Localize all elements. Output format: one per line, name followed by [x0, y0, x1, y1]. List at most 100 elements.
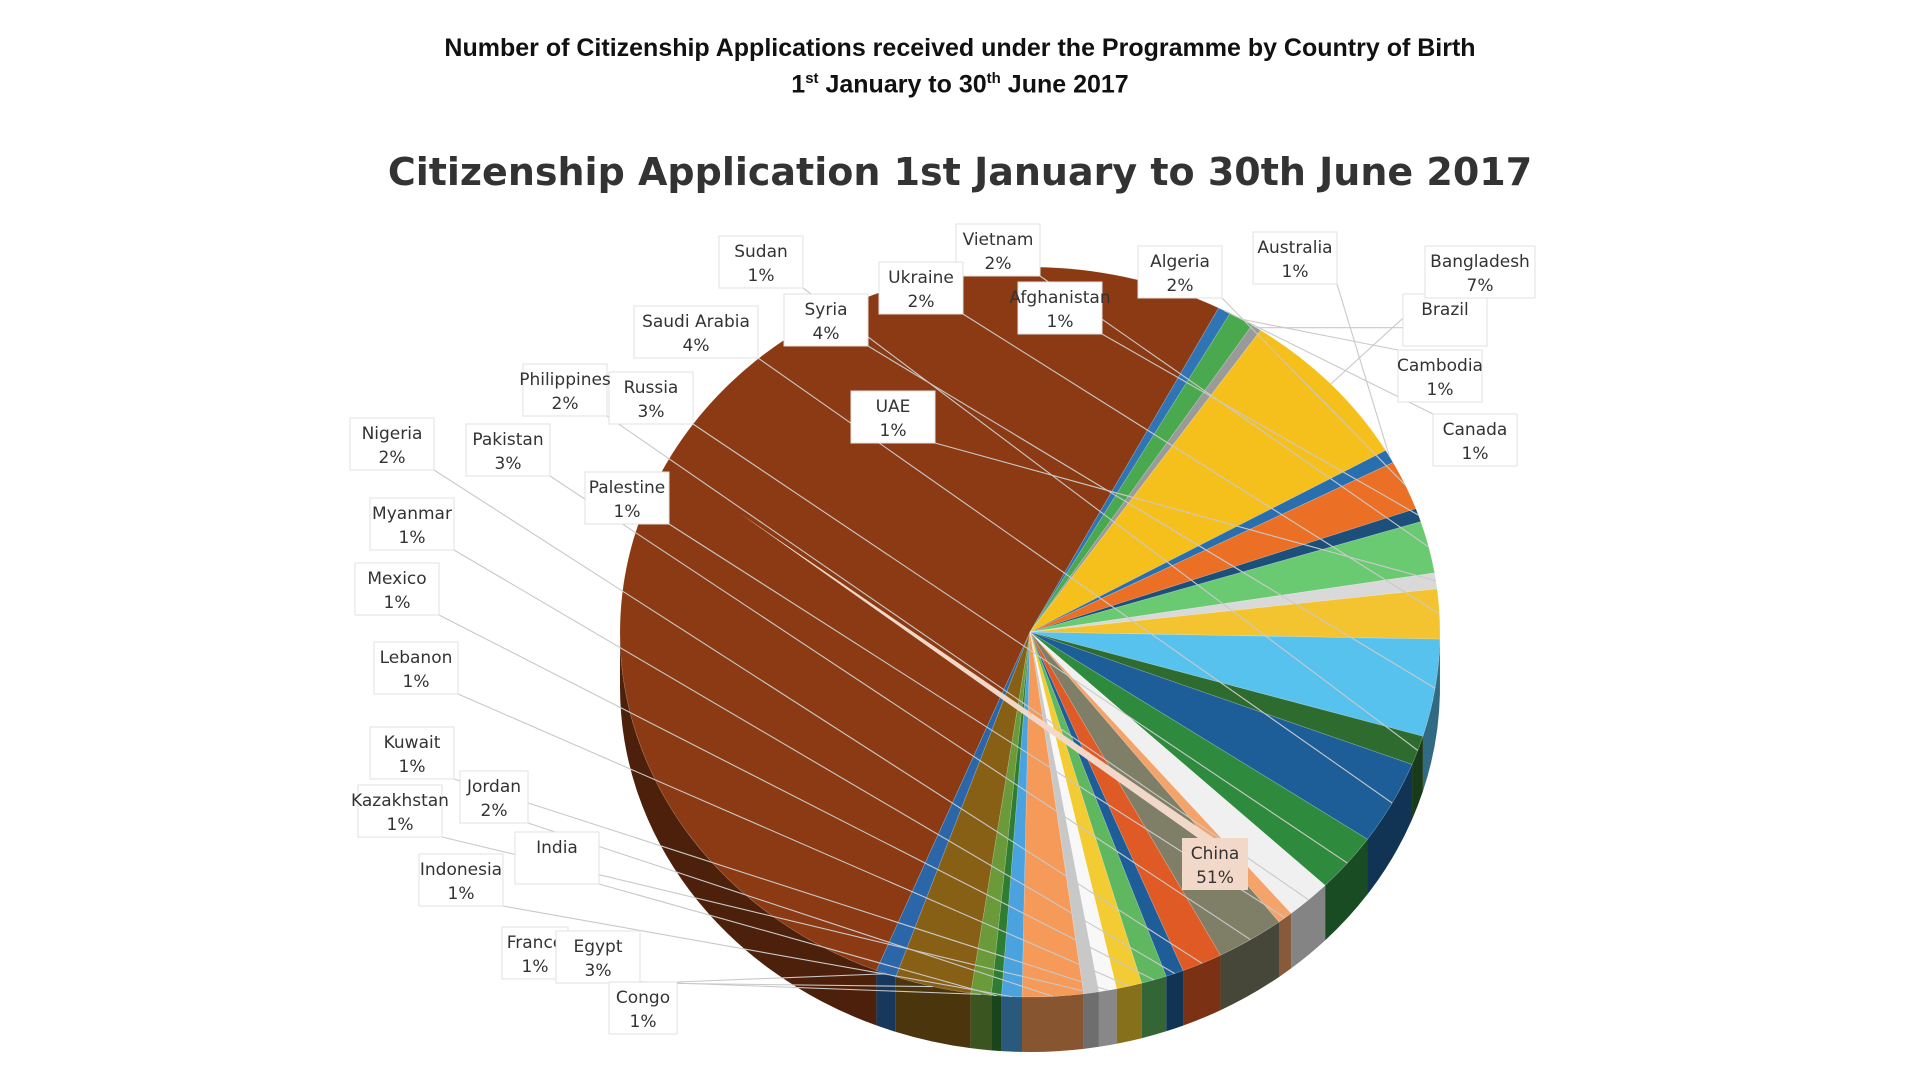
pie-slice-uae	[1029, 572, 1438, 633]
pie-slice-kazakhstan	[1029, 631, 1100, 995]
document-period: 1st January to 30th June 2017	[0, 70, 1920, 99]
leader-afghanistan	[1101, 333, 1419, 516]
label-vietnam: Vietnam 2%	[955, 223, 1041, 277]
slice-side-myanmar	[1166, 970, 1184, 1032]
slice-side-kazakhstan	[1083, 991, 1099, 1049]
document-title: Number of Citizenship Applications recei…	[444, 34, 1476, 62]
slice-side-indonesia	[1001, 996, 1022, 1052]
slice-side-mexico	[1141, 976, 1167, 1039]
slice-side-syria	[1422, 639, 1440, 792]
period-sup-2: th	[986, 70, 1001, 87]
label-value-afghanistan: 1%	[1047, 312, 1074, 332]
label-box-brazil	[1402, 293, 1488, 347]
label-name-china: China	[1191, 844, 1240, 864]
chart-title: Citizenship Application 1st January to 3…	[387, 150, 1533, 194]
label-value-kazakhstan: 1%	[387, 815, 414, 835]
pie-slice-algeria	[1029, 462, 1417, 633]
leader-nigeria	[433, 469, 1203, 964]
label-name-australia: Australia	[1257, 238, 1332, 258]
label-name-cambodia: Cambodia	[1397, 356, 1483, 376]
label-value-palestine: 1%	[614, 502, 641, 522]
label-box-saudi-arabia	[633, 305, 759, 359]
label-value-bangladesh: 7%	[1467, 276, 1494, 296]
label-value-australia: 1%	[1282, 262, 1309, 282]
label-box-philippines	[522, 363, 608, 417]
label-egypt: Egypt 3%	[555, 930, 641, 984]
label-syria: Syria 4%	[783, 293, 869, 347]
label-box-cambodia	[1397, 349, 1483, 403]
label-box-china	[1182, 838, 1248, 890]
label-value-vietnam: 2%	[985, 254, 1012, 274]
label-box-canada	[1432, 413, 1518, 467]
leader-australia	[1336, 283, 1390, 457]
label-value-egypt: 3%	[585, 961, 612, 981]
slice-side-nigeria	[1183, 955, 1221, 1026]
label-box-kuwait	[369, 726, 455, 780]
leader-kuwait	[453, 778, 1108, 991]
label-myanmar: Myanmar 1%	[369, 497, 455, 551]
label-box-ukraine	[878, 261, 964, 315]
label-sudan: Sudan 1%	[718, 235, 804, 289]
label-value-france: 1%	[522, 957, 549, 977]
label-name-congo: Congo	[616, 988, 670, 1008]
label-name-palestine: Palestine	[589, 478, 666, 498]
leader-jordan	[527, 822, 1054, 997]
label-box-india	[514, 831, 600, 885]
label-value-sudan: 1%	[748, 266, 775, 286]
label-box-lebanon	[373, 641, 459, 695]
label-value-jordan: 2%	[481, 801, 508, 821]
label-india: India	[514, 831, 600, 885]
label-jordan: Jordan 2%	[459, 770, 529, 824]
label-china: China 51%	[1182, 838, 1248, 890]
label-russia: Russia 3%	[608, 371, 694, 425]
label-box-uae	[850, 390, 936, 444]
label-name-nigeria: Nigeria	[362, 424, 423, 444]
leader-sudan	[802, 287, 1419, 751]
slice-side-philippines	[1291, 885, 1326, 969]
leader-india	[598, 883, 997, 997]
label-name-india: India	[536, 838, 578, 858]
leader-lebanon	[457, 693, 1130, 987]
label-box-bangladesh	[1424, 245, 1536, 299]
label-name-myanmar: Myanmar	[372, 504, 452, 524]
label-value-congo: 1%	[630, 1012, 657, 1032]
period-prefix: 1	[791, 70, 806, 99]
pie-slice-india	[990, 631, 1031, 997]
slice-side-india	[991, 995, 1002, 1052]
label-name-syria: Syria	[805, 300, 848, 320]
label-australia: Australia 1%	[1252, 231, 1338, 285]
pie-slice-sudan	[1029, 631, 1424, 765]
label-box-congo	[608, 981, 678, 1035]
slice-side-saudi-arabia	[1367, 764, 1413, 895]
leader-philippines	[606, 415, 1309, 901]
leader-indonesia	[502, 905, 1012, 998]
label-ukraine: Ukraine 2%	[878, 261, 964, 315]
label-value-kuwait: 1%	[399, 757, 426, 777]
leader-cambodia	[1241, 318, 1399, 351]
pie-slice-nigeria	[1029, 631, 1221, 971]
label-name-vietnam: Vietnam	[963, 230, 1034, 250]
pie-slices	[619, 266, 1441, 998]
label-uae: UAE 1%	[850, 390, 936, 444]
label-box-egypt	[555, 930, 641, 984]
label-kuwait: Kuwait 1%	[369, 726, 455, 780]
label-box-russia	[608, 371, 694, 425]
label-value-cambodia: 1%	[1427, 380, 1454, 400]
slice-side-russia	[1325, 839, 1368, 941]
pie-slice-russia	[1029, 631, 1368, 886]
leader-uae	[934, 442, 1437, 582]
label-name-france: France	[507, 933, 564, 953]
slice-side-lebanon	[1116, 983, 1142, 1044]
label-congo: Congo 1%	[608, 981, 678, 1035]
slice-side-pakistan	[1220, 921, 1280, 1011]
leader-egypt	[639, 982, 933, 988]
slice-side-jordan	[1021, 993, 1084, 1053]
label-name-afghanistan: Afghanistan	[1009, 288, 1110, 308]
pie-slice-saudi-arabia	[1029, 631, 1413, 840]
label-box-afghanistan	[1017, 281, 1103, 335]
slice-side-congo	[876, 970, 896, 1032]
label-box-sudan	[718, 235, 804, 289]
label-value-ukraine: 2%	[908, 292, 935, 312]
label-name-saudi-arabia: Saudi Arabia	[642, 312, 750, 332]
label-algeria: Algeria 2%	[1137, 245, 1223, 299]
